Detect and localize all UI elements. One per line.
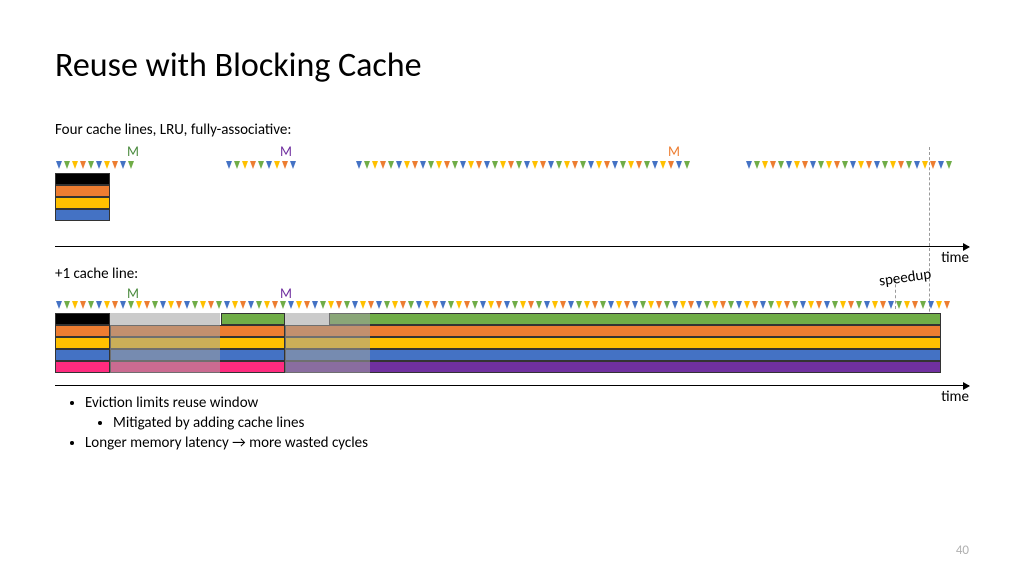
slide-title: Reuse with Blocking Cache xyxy=(55,45,969,86)
arrow-group xyxy=(355,161,691,175)
time-label-1: time xyxy=(941,249,969,267)
bullet-list: Eviction limits reuse window Mitigated b… xyxy=(55,394,969,452)
arrow-group xyxy=(55,161,135,175)
bullet-2: Longer memory latency → more wasted cycl… xyxy=(85,434,969,452)
miss-label: M xyxy=(280,285,292,302)
bullet-1a: Mitigated by adding cache lines xyxy=(113,414,969,432)
cache-lane-segment xyxy=(55,325,110,337)
time-axis-1 xyxy=(55,246,969,247)
cache-line xyxy=(55,197,110,209)
cache-lane-segment xyxy=(285,349,941,361)
page-number: 40 xyxy=(956,543,969,558)
miss-label: M xyxy=(127,285,139,302)
miss-label: M xyxy=(280,143,292,160)
section2-label: +1 cache line: xyxy=(55,265,969,283)
time-axis-2 xyxy=(55,385,969,386)
cache-lane-segment xyxy=(285,361,941,373)
cache-lane-segment xyxy=(55,349,110,361)
bullet-1: Eviction limits reuse window xyxy=(85,394,969,412)
arrow-group xyxy=(225,161,297,175)
timeline-2: time MMspeedup xyxy=(55,291,969,386)
arrow-group xyxy=(55,301,951,315)
miss-label: M xyxy=(668,143,680,160)
cache-lane-segment xyxy=(285,337,941,349)
stall-overlay xyxy=(110,313,220,373)
cache-stack xyxy=(55,173,110,221)
cache-line xyxy=(55,185,110,197)
section1-label: Four cache lines, LRU, fully-associative… xyxy=(55,121,969,139)
timeline-1: time MMM xyxy=(55,147,969,247)
miss-label: M xyxy=(127,143,139,160)
cache-lane-segment xyxy=(55,361,110,373)
cache-lane-segment xyxy=(285,325,941,337)
cache-lane-segment xyxy=(55,337,110,349)
time-label-2: time xyxy=(941,388,969,406)
stall-overlay xyxy=(285,313,370,373)
cache-line xyxy=(55,209,110,221)
arrow-group xyxy=(745,161,953,175)
